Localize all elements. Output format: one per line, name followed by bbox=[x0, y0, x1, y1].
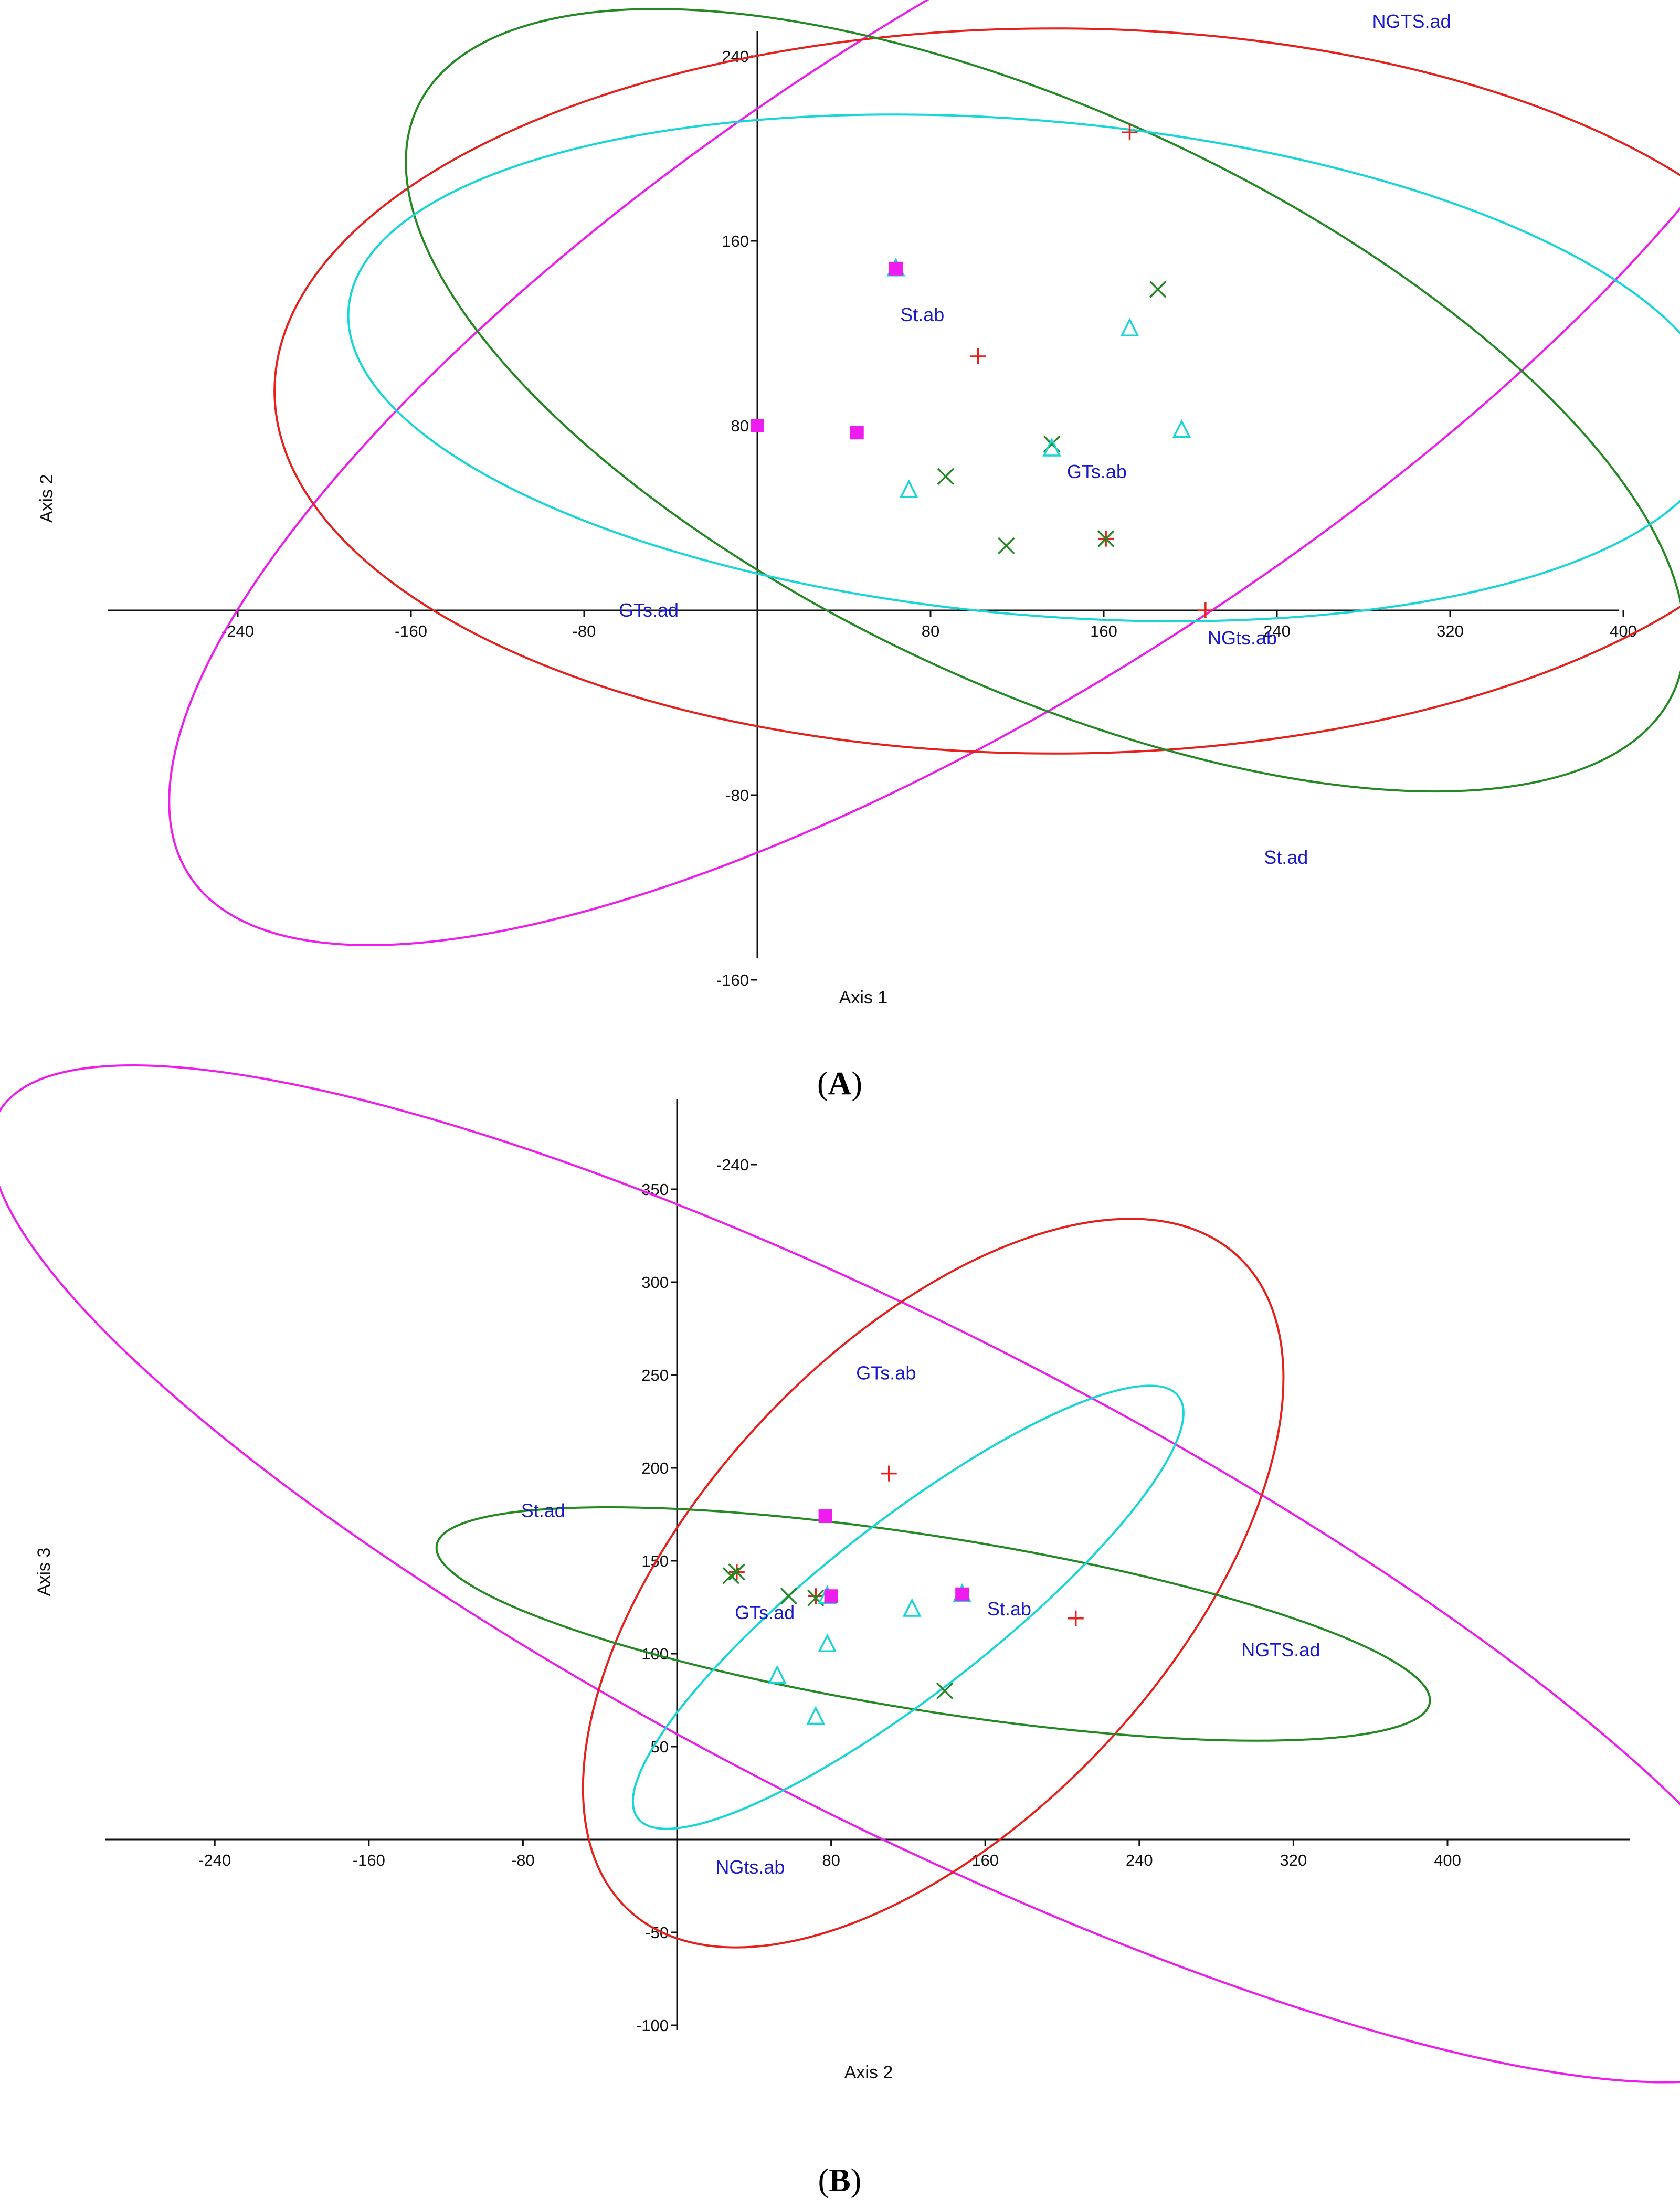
y-axis-title: Axis 2 bbox=[37, 474, 57, 523]
variable-label: GTs.ab bbox=[856, 1362, 916, 1383]
ellipse-red bbox=[273, 27, 1680, 755]
x-tick-label: 400 bbox=[1434, 1851, 1461, 1869]
x-tick-label: 160 bbox=[1090, 622, 1117, 640]
point-red-plus bbox=[1122, 124, 1138, 141]
x-tick-label: -80 bbox=[511, 1851, 535, 1869]
point-red-plus bbox=[970, 348, 986, 364]
variable-label: NGts.ab bbox=[715, 1856, 785, 1878]
x-tick-label: -80 bbox=[573, 622, 596, 640]
y-tick-label: -100 bbox=[636, 2016, 669, 2035]
ellipse-cyan bbox=[347, 113, 1680, 622]
variable-label: St.ad bbox=[1264, 847, 1308, 868]
point-cyan-triangle bbox=[899, 479, 918, 498]
x-axis-title: Axis 1 bbox=[839, 988, 888, 1008]
x-axis-title: Axis 2 bbox=[844, 2063, 893, 2082]
x-tick-label: -160 bbox=[395, 622, 427, 640]
point-green-x bbox=[1097, 530, 1115, 547]
x-tick-label: 80 bbox=[922, 622, 939, 640]
panel-label: (A) bbox=[817, 1066, 862, 1102]
panel-b-chart: -240 -160 -80 80 160 240 320 400-100-5050100150… bbox=[0, 1064, 1680, 2198]
point-green-x bbox=[780, 1588, 798, 1605]
point-cyan-triangle bbox=[806, 1706, 826, 1725]
variable-label: NGTS.ad bbox=[1372, 10, 1451, 32]
x-tick-label: 320 bbox=[1436, 622, 1464, 640]
x-tick-label: -160 bbox=[353, 1851, 385, 1869]
point-cyan-triangle bbox=[1042, 438, 1061, 457]
variable-label: NGTS.ad bbox=[1241, 1639, 1320, 1661]
x-tick-label: -240 bbox=[221, 622, 254, 640]
point-red-plus bbox=[1197, 602, 1213, 618]
variable-label: St.ab bbox=[900, 304, 944, 325]
point-magenta-square bbox=[955, 1587, 969, 1601]
variable-label: St.ab bbox=[987, 1598, 1031, 1620]
ellipse-red bbox=[582, 1218, 1285, 1949]
variable-label: NGts.ab bbox=[1208, 627, 1277, 649]
y-tick-label: -240 bbox=[716, 1156, 749, 1174]
point-green-x bbox=[936, 1682, 954, 1700]
point-red-plus bbox=[1068, 1610, 1084, 1626]
x-tick-label: 80 bbox=[822, 1851, 840, 1869]
point-magenta-square bbox=[751, 419, 764, 432]
x-tick-label: 160 bbox=[971, 1851, 999, 1869]
variable-label: GTs.ad bbox=[735, 1602, 795, 1623]
point-cyan-triangle bbox=[1120, 318, 1139, 336]
point-red-plus bbox=[808, 1588, 824, 1604]
y-tick-label: 300 bbox=[641, 1273, 669, 1292]
y-axis-title: Axis 3 bbox=[34, 1548, 54, 1596]
y-tick-label: -80 bbox=[725, 786, 749, 805]
point-green-x bbox=[728, 1563, 746, 1581]
point-magenta-square bbox=[889, 261, 903, 276]
y-tick-label: 80 bbox=[731, 417, 749, 435]
ellipse-green bbox=[435, 1506, 1431, 1742]
point-magenta-square bbox=[818, 1509, 832, 1524]
ellipse-green bbox=[405, 8, 1680, 793]
variable-label: GTs.ab bbox=[1067, 461, 1127, 482]
y-tick-label: 200 bbox=[641, 1459, 669, 1477]
panel-a-chart: -240 -160 -80 80 160 240 320 400 -240 -160 -80 80 16… bbox=[37, 0, 1680, 1174]
y-tick-label: -160 bbox=[716, 971, 749, 989]
x-tick-label: 240 bbox=[1126, 1851, 1153, 1869]
variable-label: St.ad bbox=[521, 1499, 565, 1521]
x-tick-label: 320 bbox=[1280, 1851, 1307, 1869]
point-green-x bbox=[998, 537, 1015, 555]
point-cyan-triangle bbox=[768, 1665, 787, 1684]
y-tick-label: 160 bbox=[722, 232, 749, 250]
ellipse-magenta bbox=[0, 1064, 1680, 2084]
variable-label: GTs.ad bbox=[619, 599, 679, 621]
point-red-plus bbox=[881, 1465, 897, 1482]
point-cyan-triangle bbox=[902, 1598, 922, 1617]
x-tick-label: 400 bbox=[1610, 622, 1637, 640]
point-cyan-triangle bbox=[1172, 419, 1191, 438]
point-magenta-square bbox=[824, 1589, 838, 1603]
panel-label: (B) bbox=[818, 2163, 862, 2198]
x-tick-label: -240 bbox=[198, 1851, 231, 1869]
point-magenta-square bbox=[850, 426, 864, 440]
x-tick-label: 240 bbox=[1263, 622, 1291, 640]
ellipse-cyan bbox=[631, 1384, 1185, 1830]
point-green-x bbox=[1149, 281, 1167, 298]
ellipse-magenta bbox=[168, 0, 1680, 946]
point-cyan-triangle bbox=[818, 1633, 837, 1653]
y-tick-label: 250 bbox=[641, 1366, 669, 1384]
point-green-x bbox=[937, 468, 955, 485]
